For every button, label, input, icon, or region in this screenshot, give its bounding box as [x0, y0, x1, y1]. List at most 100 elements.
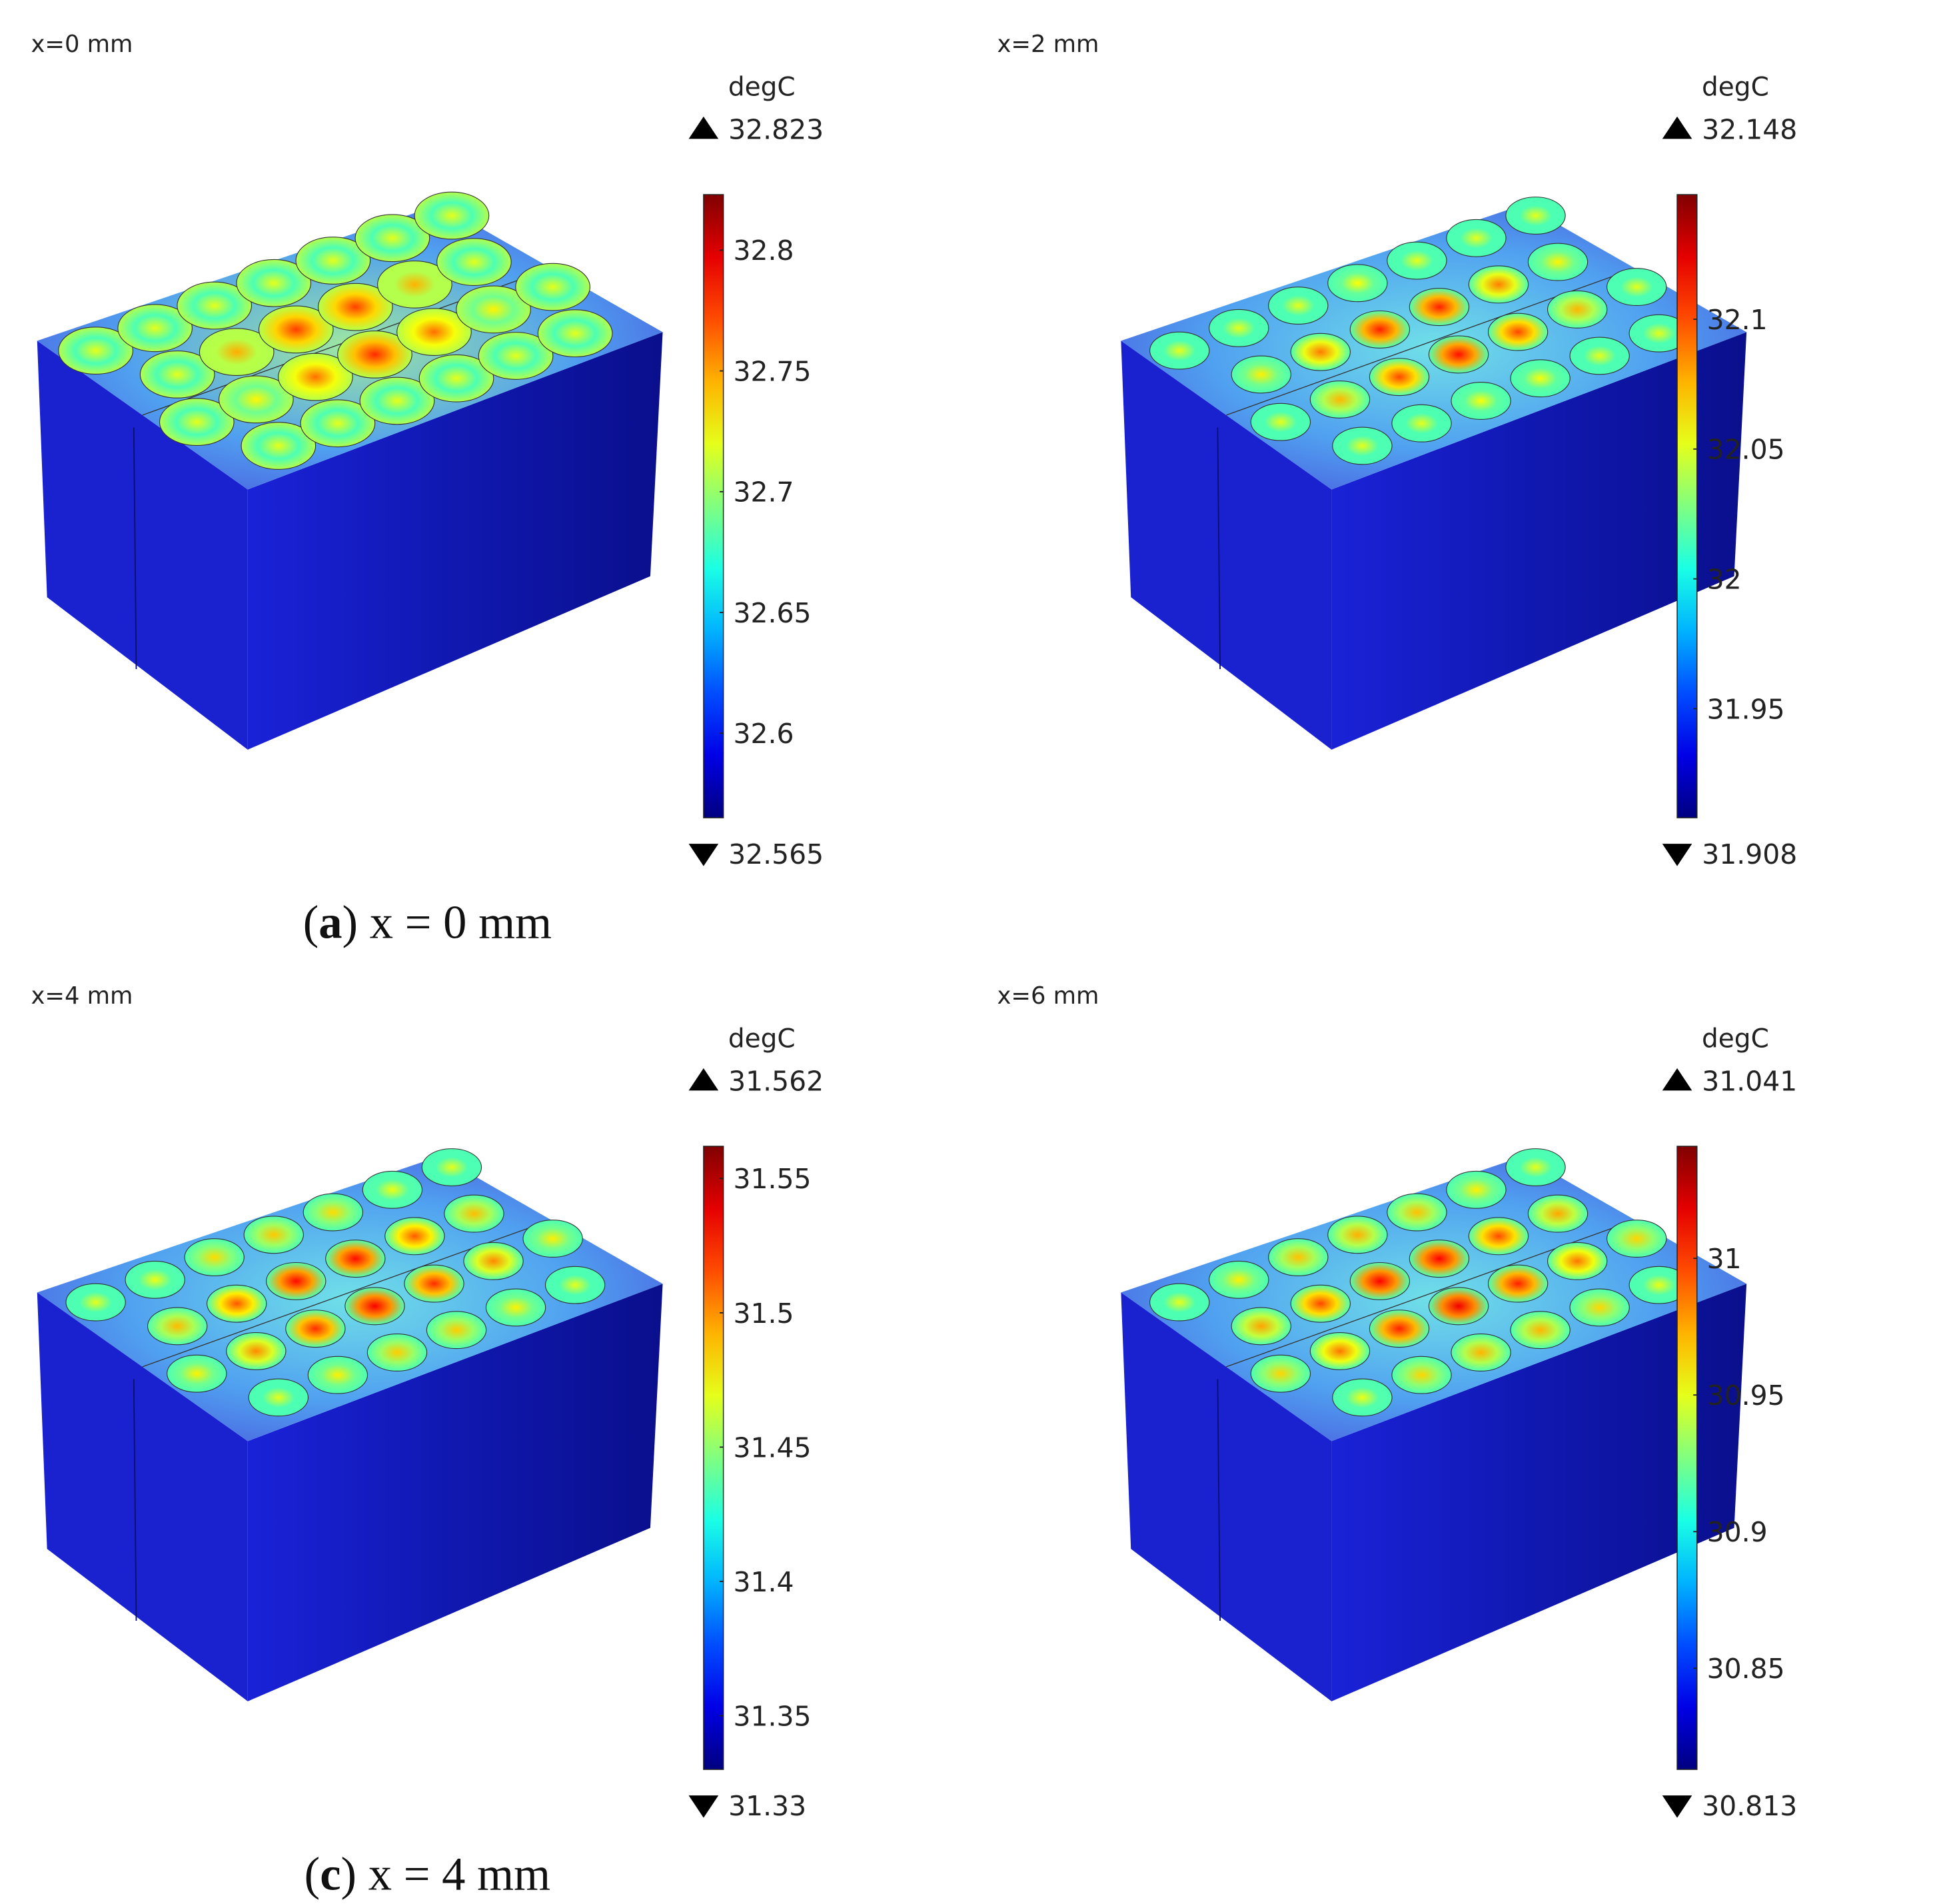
- battery-cell: [285, 1310, 346, 1348]
- battery-module-render: [1121, 1148, 1747, 1701]
- battery-cell: [362, 1170, 423, 1209]
- module-edge-line: [1217, 1379, 1221, 1621]
- battery-cell: [1349, 310, 1411, 349]
- caption-open: (: [305, 1848, 321, 1900]
- battery-cell: [456, 285, 531, 334]
- battery-cell: [1569, 1288, 1630, 1327]
- battery-cell: [1149, 1283, 1210, 1322]
- colorbar-tick-label: 30.9: [1707, 1516, 1768, 1548]
- caption-letter: c: [320, 1848, 340, 1900]
- battery-cell: [418, 354, 494, 403]
- battery-cell: [522, 1220, 583, 1258]
- colorbar-tick-label: 32.7: [734, 476, 794, 508]
- battery-cell: [1250, 403, 1311, 441]
- max-triangle-icon: [1662, 116, 1692, 139]
- colorbar-unit: degC: [728, 1024, 796, 1054]
- battery-cell: [1250, 1354, 1311, 1393]
- panel-a: x=0 mm degC 32.823 32.565 32.8 32.75 32.7 32.65…: [0, 0, 966, 952]
- colorbar-tick-label: 31.55: [734, 1163, 812, 1195]
- battery-cell: [1268, 287, 1329, 325]
- module-left-face: [1121, 1292, 1332, 1701]
- colorbar-unit: degC: [728, 72, 796, 102]
- battery-cell: [1547, 290, 1608, 329]
- caption-letter: a: [319, 896, 342, 948]
- battery-cell: [266, 1262, 326, 1300]
- colorbar: [703, 1146, 724, 1770]
- battery-cell: [515, 263, 590, 311]
- battery-cell: [1327, 1216, 1388, 1254]
- battery-cell: [1268, 1238, 1329, 1276]
- view-label: x=4 mm: [31, 982, 133, 1010]
- battery-cell: [1446, 1170, 1507, 1209]
- colorbar-tick-label: 31.35: [734, 1700, 812, 1732]
- battery-cell: [1607, 1220, 1667, 1258]
- colorbar-max-label: 31.041: [1702, 1065, 1797, 1097]
- battery-cell: [303, 1193, 363, 1232]
- caption-text: ) x = 0 mm: [342, 896, 552, 948]
- colorbar-min-label: 31.908: [1702, 838, 1797, 870]
- battery-cell: [1369, 358, 1430, 397]
- battery-cell: [58, 327, 133, 375]
- battery-cell: [359, 377, 435, 425]
- module-front-face: [247, 332, 663, 750]
- colorbar-max-label: 32.823: [728, 113, 824, 145]
- battery-cell: [226, 1332, 287, 1370]
- colorbar-unit: degC: [1702, 72, 1769, 102]
- battery-cell: [444, 1194, 504, 1233]
- view-label: x=2 mm: [997, 31, 1099, 58]
- battery-cell: [1451, 382, 1511, 420]
- battery-cell: [426, 1311, 487, 1350]
- battery-cell: [317, 283, 393, 331]
- battery-cell: [1309, 380, 1371, 419]
- battery-module-render: [1121, 197, 1747, 750]
- battery-cell: [278, 353, 353, 401]
- battery-cell: [258, 305, 334, 354]
- battery-cell: [1428, 335, 1489, 374]
- battery-cell: [1510, 1311, 1571, 1350]
- module-front-face: [1331, 332, 1747, 750]
- colorbar-tick-label: 32: [1707, 564, 1742, 596]
- colorbar-tick-label: 31: [1707, 1243, 1742, 1275]
- battery-cell: [295, 237, 371, 285]
- battery-cell: [177, 281, 253, 330]
- battery-cell: [377, 260, 452, 309]
- battery-cell: [537, 309, 613, 358]
- panel-c: x=4 mm degC 31.562 31.33 31.55 31.5 31.45 31.4 3…: [0, 952, 966, 1903]
- battery-cell: [1231, 355, 1291, 394]
- colorbar-max-label: 32.148: [1702, 113, 1797, 145]
- battery-cell: [1309, 1332, 1371, 1370]
- caption-open: (: [303, 896, 319, 948]
- colorbar-tick-label: 32.1: [1707, 304, 1768, 336]
- battery-cell: [1332, 427, 1393, 465]
- battery-cell: [366, 1334, 428, 1372]
- battery-cell: [236, 259, 312, 307]
- colorbar-tick-label: 32.75: [734, 355, 812, 387]
- battery-cell: [1369, 1310, 1430, 1348]
- module-front-face: [247, 1284, 663, 1701]
- colorbar-tick-label: 32.8: [734, 235, 794, 267]
- panel-plot: x=6 mmdegC31.04130.8133130.9530.930.85(d…: [997, 982, 1797, 1822]
- battery-cell: [65, 1283, 126, 1322]
- battery-cell: [337, 330, 412, 379]
- module-left-face: [1121, 341, 1332, 750]
- battery-cell: [184, 1238, 245, 1276]
- colorbar-tick-label: 31.5: [734, 1298, 794, 1330]
- battery-cell: [1487, 313, 1549, 351]
- battery-cell: [147, 1307, 208, 1346]
- battery-cell: [1209, 309, 1269, 347]
- battery-cell: [1391, 404, 1452, 443]
- colorbar: [1676, 1146, 1698, 1770]
- battery-cell: [1487, 1264, 1549, 1303]
- panel-plot: x=2 mmdegC32.14831.90832.132.053231.95(b…: [997, 31, 1797, 870]
- battery-cell: [1409, 1240, 1470, 1278]
- battery-module-render: [37, 1148, 663, 1701]
- battery-cell: [436, 238, 512, 286]
- colorbar-max-label: 31.562: [728, 1065, 824, 1097]
- panel-caption: (c) x = 4 mm: [305, 1848, 550, 1900]
- module-left-face: [37, 341, 248, 750]
- colorbar-tick-label: 32.65: [734, 597, 812, 629]
- caption-text: ) x = 4 mm: [341, 1848, 550, 1900]
- battery-cell: [1387, 241, 1447, 280]
- max-triangle-icon: [688, 116, 719, 139]
- battery-cell: [485, 1288, 546, 1327]
